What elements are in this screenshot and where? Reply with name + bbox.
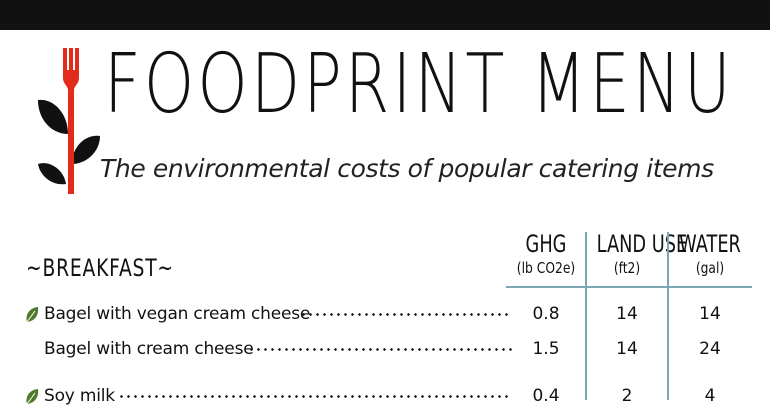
column-divider — [667, 232, 669, 400]
ghg-value: 0.8 — [532, 304, 560, 324]
menu-row: Bagel with cream cheese 1.5 14 24 — [0, 337, 770, 363]
ghg-value: 0.4 — [532, 386, 560, 406]
water-value: 24 — [699, 339, 721, 359]
column-unit: (gal) — [695, 259, 725, 277]
land-use-value: 14 — [616, 304, 638, 324]
menu-item-name: Bagel with cream cheese — [44, 339, 254, 359]
water-value: 14 — [699, 304, 721, 324]
column-label: WATER — [679, 230, 741, 258]
fork-leaf-logo-icon — [38, 48, 100, 194]
dot-leader — [300, 313, 512, 316]
column-label: GHG — [525, 230, 567, 258]
dot-leader — [118, 395, 512, 398]
leaf-icon — [26, 307, 39, 323]
column-divider — [585, 232, 587, 400]
land-use-value: 14 — [616, 339, 638, 359]
top-bar — [0, 0, 770, 30]
header-divider — [506, 286, 752, 288]
section-heading-breakfast: ~BREAKFAST~ — [26, 254, 174, 282]
column-header-water: WATER (gal) — [668, 230, 752, 278]
menu-item-name: Bagel with vegan cream cheese — [44, 304, 311, 324]
menu-row: Soy milk 0.4 2 4 — [0, 384, 770, 410]
column-header-ghg: GHG (lb CO2e) — [506, 230, 586, 278]
page-subtitle: The environmental costs of popular cater… — [100, 154, 714, 183]
menu-item-name: Soy milk — [44, 386, 115, 406]
water-value: 4 — [704, 386, 716, 406]
dot-leader — [248, 348, 512, 351]
page-title: FOODPRINT MENU — [104, 37, 734, 132]
ghg-value: 1.5 — [532, 339, 560, 359]
column-label: LAND USE — [596, 230, 688, 258]
column-header-land-use: LAND USE (ft2) — [586, 230, 688, 278]
land-use-value: 2 — [621, 386, 633, 406]
column-unit: (ft2) — [613, 259, 641, 277]
leaf-icon — [26, 389, 39, 405]
menu-row: Bagel with vegan cream cheese 0.8 14 14 — [0, 302, 770, 328]
column-unit: (lb CO2e) — [516, 259, 576, 277]
